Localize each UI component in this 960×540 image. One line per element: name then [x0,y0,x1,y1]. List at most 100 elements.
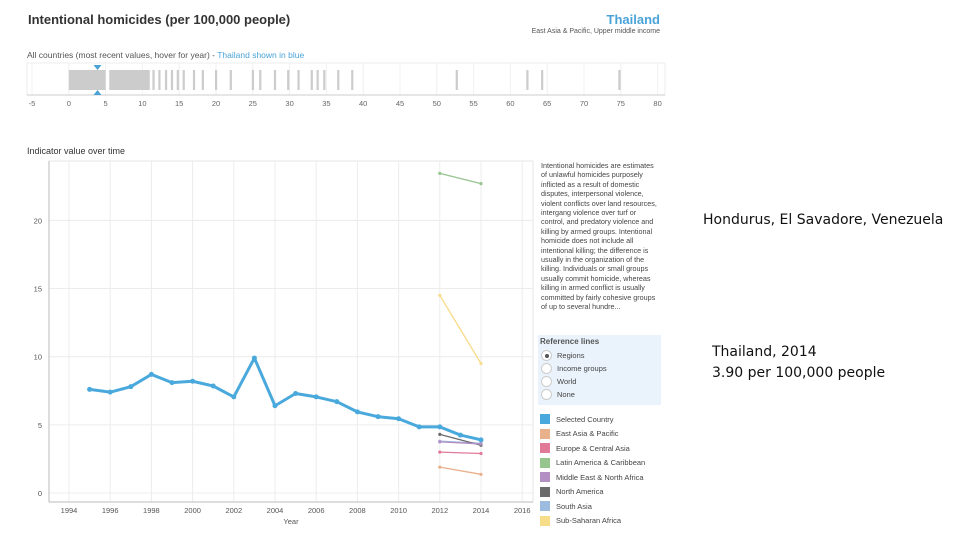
legend-swatch [540,486,550,497]
strip-bar [273,70,277,90]
y-tick-label: 15 [34,285,42,294]
x-tick-label: 1998 [143,506,160,515]
strip-tick-label: 70 [580,99,588,108]
radio-label: Regions [557,351,585,360]
data-point [479,472,483,476]
y-tick-label: 5 [38,421,42,430]
data-point [438,293,442,297]
strip-bar [251,70,254,90]
line-chart: 1994 1996 1998 2000 2002 2004 2006 2008 2010 2012… [34,160,534,526]
legend-swatch [540,443,550,454]
x-axis-label: Year [283,517,299,526]
selected-marker-top [93,65,102,70]
x-tick-label: 2002 [225,506,242,515]
radio-label: Income groups [557,364,607,373]
strip-bar [152,70,155,90]
legend-swatch [540,428,550,439]
radio-circle[interactable] [541,376,552,387]
legend-item: Europe & Central Asia [540,441,645,456]
data-point [479,361,483,366]
strip-tick-label: 55 [469,99,477,108]
data-point [438,450,442,454]
data-point [210,383,216,389]
data-point [438,432,442,436]
chart-title: Indicator value over time [27,146,126,156]
radio-income-groups[interactable]: Income groups [541,362,661,375]
y-tick-label: 20 [34,216,42,225]
distribution-strip[interactable]: -5 0 5 10 15 20 25 30 35 40 45 50 55 60 65 70 75 80 [0,58,680,113]
reference-lines-title: Reference lines [540,337,600,346]
data-point [479,442,483,446]
radio-circle[interactable] [541,389,552,400]
strip-tick-label: 20 [212,99,220,108]
radio-world[interactable]: World [541,375,661,388]
strip-bar [259,70,262,90]
legend-label: Sub-Saharan Africa [556,516,622,526]
data-point [231,394,237,400]
y-tick-label: 0 [38,489,42,498]
data-point [437,424,443,430]
data-point [416,424,422,430]
strip-bar-block [68,70,106,90]
strip-tick-label: 0 [67,99,71,108]
strip-bar [229,70,232,90]
strip-bar [170,70,174,90]
strip-tick-label: 35 [322,99,330,108]
strip-tick-label: 65 [543,99,551,108]
data-point [479,451,483,456]
x-tick-label: 2010 [390,506,407,515]
radio-circle[interactable] [541,350,552,361]
data-point [313,394,319,400]
strip-bar [158,70,161,90]
strip-tick-label: 15 [175,99,183,108]
page-title: Intentional homicides (per 100,000 peopl… [28,12,291,27]
radio-label: None [557,390,575,399]
strip-tick-label: 30 [285,99,293,108]
strip-bar [287,70,290,90]
legend-swatch [540,414,550,425]
data-point [87,386,93,392]
legend-item: East Asia & Pacific [540,427,645,442]
series-line-middle-east-north-africa [439,441,482,445]
legend-item: Middle East & North Africa [540,470,645,485]
legend-item: Latin America & Caribbean [540,456,645,471]
strip-bar [316,70,319,90]
x-tick-label: 2000 [184,506,201,515]
data-point [251,355,257,361]
legend-swatch [540,515,550,526]
x-tick-label: 2016 [514,506,531,515]
strip-bar [192,70,196,90]
strip-bar [164,70,168,90]
annotation-thailand-year: Thailand, 2014 [712,344,817,360]
strip-bar [526,70,529,90]
legend-label: East Asia & Pacific [556,429,619,439]
strip-bar [182,70,185,90]
caption-highlight: Thailand shown in blue [217,50,305,60]
x-tick-label: 2008 [349,506,366,515]
strip-tick-label: 25 [249,99,257,108]
plot-frame [48,160,534,503]
strip-bar-block [109,70,150,90]
data-point [148,371,154,377]
strip-bar [215,70,218,90]
data-point [438,440,442,444]
legend-item: Selected Country [540,412,645,427]
legend-label: North America [556,487,604,497]
data-point [478,437,484,443]
strip-tick-label: 80 [653,99,661,108]
y-tick-label: 10 [34,353,42,362]
radio-none[interactable]: None [541,388,661,401]
indicator-description: Intentional homicides are estimates of u… [541,161,657,312]
radio-regions[interactable]: Regions [541,349,661,362]
legend-label: Selected Country [556,414,614,424]
data-point [272,403,278,409]
strip-bar [310,70,313,90]
radio-circle[interactable] [541,363,552,374]
data-point [354,409,360,415]
selected-marker-bottom [93,90,102,95]
strip-bar [337,70,340,90]
legend-item: North America [540,485,645,500]
strip-bar [201,70,204,90]
radio-label: World [557,377,577,386]
strip-bar [455,70,458,90]
